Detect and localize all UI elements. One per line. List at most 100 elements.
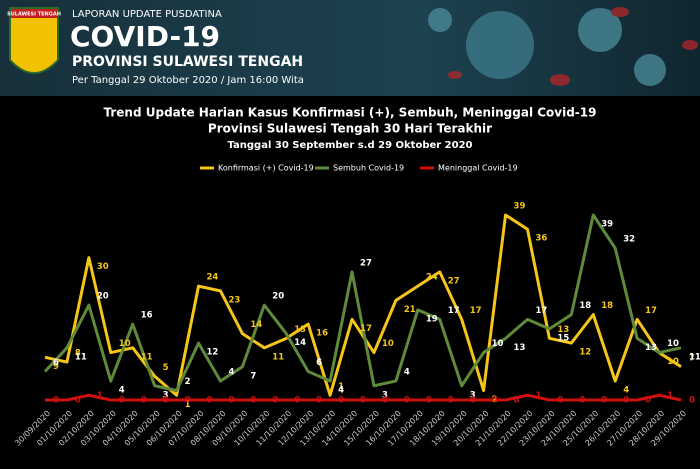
value-label: 13 [514,343,526,353]
value-label: 14 [294,338,306,348]
value-label: 10 [667,339,679,349]
value-label: 17 [470,306,482,316]
value-label: 1 [338,382,344,392]
value-label: 39 [601,220,613,230]
value-label: 1 [185,400,191,410]
value-label: 23 [228,295,240,305]
value-label: 13 [557,325,569,335]
value-label: 7 [689,353,695,363]
header-title: COVID-19 [70,20,220,53]
value-label: 0 [75,396,81,406]
value-label: 0 [645,396,651,406]
value-label: 9 [53,362,59,372]
value-label: 20 [97,292,109,302]
value-label: 10 [492,339,504,349]
value-label: 18 [601,301,613,311]
value-label: 0 [448,396,454,406]
legend-label: Konfirmasi (+) Covid-19 [218,164,314,173]
value-label: 1 [97,391,103,401]
value-label: 4 [404,368,410,378]
chart-subtitle: Provinsi Sulawesi Tengah 30 Hari Terakhi… [208,122,492,136]
value-label: 17 [535,306,547,316]
value-label: 11 [141,352,153,362]
value-label: 0 [601,396,607,406]
logo-text: SULAWESI TENGAH [7,12,61,18]
value-label: 0 [514,396,520,406]
value-label: 4 [119,386,125,396]
value-label: 12 [207,348,219,358]
value-label: 0 [272,396,278,406]
header-subtitle: PROVINSI SULAWESI TENGAH [72,54,303,70]
value-label: 2 [492,395,498,405]
value-label: 0 [141,396,147,406]
header-kicker: LAPORAN UPDATE PUSDATINA [72,9,222,20]
value-label: 0 [294,396,300,406]
value-label: 3 [470,390,476,400]
value-label: 0 [228,396,234,406]
value-label: 39 [514,202,526,212]
value-label: 14 [250,320,262,330]
value-label: 30 [97,262,109,272]
value-label: 0 [557,396,563,406]
value-label: 17 [360,324,372,334]
value-label: 12 [579,348,591,358]
value-label: 0 [53,396,59,406]
value-label: 1 [667,391,673,401]
value-label: 3 [382,390,388,400]
value-label: 3 [163,390,169,400]
value-label: 32 [623,235,635,245]
value-label: 0 [207,396,213,406]
value-label: 7 [250,371,256,381]
header-date: Per Tanggal 29 Oktober 2020 / Jam 16:00 … [72,75,304,86]
value-label: 21 [404,305,416,315]
value-label: 27 [448,276,460,286]
value-label: 20 [272,292,284,302]
value-label: 6 [316,358,322,368]
value-label: 13 [645,343,657,353]
value-label: 6 [53,358,59,368]
value-label: 10 [667,357,679,367]
series-line [45,393,682,402]
value-label: 0 [470,396,476,406]
value-label: 0 [382,396,388,406]
legend-label: Sembuh Covid-19 [333,164,404,173]
value-label: 0 [185,396,191,406]
value-label: 11 [689,352,700,362]
value-label: 0 [360,396,366,406]
value-label: 2 [185,377,191,387]
value-label: 17 [448,306,460,316]
value-label: 18 [579,301,591,311]
value-label: 4 [623,386,629,396]
series-line [43,213,682,393]
chart-caption: Tanggal 30 September s.d 29 Oktober 2020 [227,140,472,151]
value-label: 8 [75,349,81,359]
value-label: 11 [272,352,284,362]
value-label: 13 [294,325,306,335]
value-label: 0 [689,396,695,406]
value-label: 5 [163,363,169,373]
value-label: 24 [207,273,219,283]
value-label: 4 [228,368,234,378]
value-label: 15 [557,333,569,343]
value-label: 19 [426,314,438,324]
value-label: 27 [360,258,372,268]
value-label: 0 [250,396,256,406]
virus-decoration [428,7,698,86]
value-label: 0 [426,396,432,406]
value-label: 0 [579,396,585,406]
value-label: 10 [119,339,131,349]
value-label: 36 [535,234,547,244]
value-label: 16 [141,311,153,321]
logo [9,7,59,74]
value-label: 17 [645,306,657,316]
value-label: 24 [426,273,438,283]
value-label: 1 [535,391,541,401]
value-label: 16 [316,329,328,339]
legend-label: Meninggal Covid-19 [438,164,518,173]
value-label: 0 [338,396,344,406]
value-label: 10 [382,339,394,349]
value-label: 0 [623,396,629,406]
value-label: 0 [316,396,322,406]
